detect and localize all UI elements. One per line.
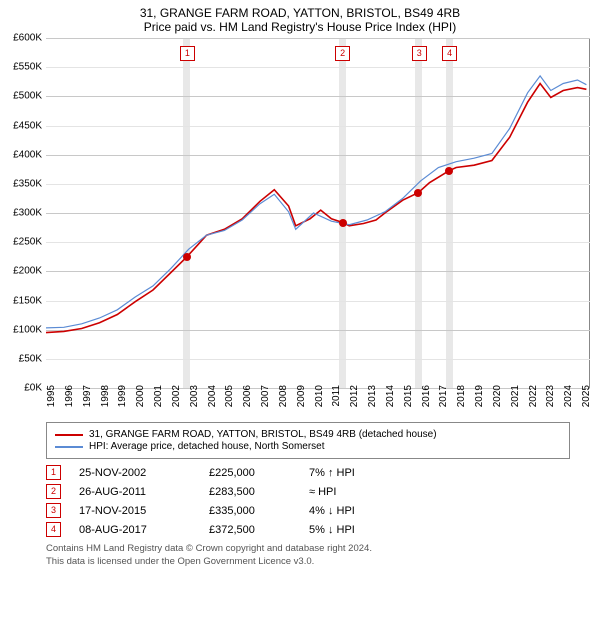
y-tick-label: £450K xyxy=(0,120,42,131)
event-delta: 5% ↓ HPI xyxy=(309,524,419,536)
y-tick-label: £500K xyxy=(0,91,42,102)
x-tick-label: 2024 xyxy=(563,385,574,407)
legend-swatch xyxy=(55,434,83,436)
event-number-box: 1 xyxy=(180,46,195,61)
x-tick-label: 2025 xyxy=(581,385,592,407)
event-row: 1 25-NOV-2002£225,0007% ↑ HPI xyxy=(46,465,570,480)
event-date: 17-NOV-2015 xyxy=(79,505,209,517)
event-number-box: 3 xyxy=(412,46,427,61)
event-date: 26-AUG-2011 xyxy=(79,486,209,498)
event-index-box: 3 xyxy=(46,503,61,518)
x-tick-label: 2006 xyxy=(242,385,253,407)
x-tick-label: 2020 xyxy=(492,385,503,407)
x-tick-label: 2010 xyxy=(314,385,325,407)
y-tick-label: £200K xyxy=(0,266,42,277)
y-tick-label: £600K xyxy=(0,33,42,44)
x-tick-label: 2014 xyxy=(385,385,396,407)
plot-area: £0K£50K£100K£150K£200K£250K£300K£350K£40… xyxy=(46,38,590,388)
sale-marker xyxy=(445,167,453,175)
sale-marker xyxy=(414,189,422,197)
x-tick-label: 2021 xyxy=(510,385,521,407)
event-date: 08-AUG-2017 xyxy=(79,524,209,536)
event-row: 2 26-AUG-2011£283,500≈ HPI xyxy=(46,484,570,499)
legend-label: HPI: Average price, detached house, Nort… xyxy=(89,441,325,452)
event-delta: 4% ↓ HPI xyxy=(309,505,419,517)
footer-attribution: Contains HM Land Registry data © Crown c… xyxy=(46,543,570,569)
y-tick-label: £150K xyxy=(0,295,42,306)
event-delta: ≈ HPI xyxy=(309,486,419,498)
y-tick-label: £550K xyxy=(0,62,42,73)
x-tick-label: 1998 xyxy=(100,385,111,407)
x-tick-label: 2008 xyxy=(278,385,289,407)
event-row: 4 08-AUG-2017£372,5005% ↓ HPI xyxy=(46,522,570,537)
x-tick-label: 2016 xyxy=(421,385,432,407)
y-tick-label: £350K xyxy=(0,178,42,189)
x-tick-label: 2012 xyxy=(349,385,360,407)
x-tick-label: 2004 xyxy=(207,385,218,407)
x-tick-label: 2007 xyxy=(260,385,271,407)
x-tick-label: 2022 xyxy=(528,385,539,407)
y-tick-label: £100K xyxy=(0,324,42,335)
x-tick-label: 2018 xyxy=(456,385,467,407)
legend-item: 31, GRANGE FARM ROAD, YATTON, BRISTOL, B… xyxy=(55,429,561,440)
sale-marker xyxy=(339,219,347,227)
chart-title-2: Price paid vs. HM Land Registry's House … xyxy=(0,20,600,34)
event-index-box: 1 xyxy=(46,465,61,480)
x-tick-label: 1997 xyxy=(82,385,93,407)
legend-swatch xyxy=(55,446,83,448)
x-tick-label: 2003 xyxy=(189,385,200,407)
y-tick-label: £400K xyxy=(0,149,42,160)
event-number-box: 4 xyxy=(442,46,457,61)
sale-marker xyxy=(183,253,191,261)
x-tick-label: 2009 xyxy=(296,385,307,407)
y-tick-label: £250K xyxy=(0,237,42,248)
x-tick-label: 2013 xyxy=(367,385,378,407)
x-tick-label: 2015 xyxy=(403,385,414,407)
legend-label: 31, GRANGE FARM ROAD, YATTON, BRISTOL, B… xyxy=(89,429,437,440)
x-tick-label: 2000 xyxy=(135,385,146,407)
event-price: £335,000 xyxy=(209,505,309,517)
y-tick-label: £50K xyxy=(0,353,42,364)
x-tick-label: 2023 xyxy=(545,385,556,407)
line-layer xyxy=(46,38,590,388)
legend: 31, GRANGE FARM ROAD, YATTON, BRISTOL, B… xyxy=(46,422,570,459)
event-price: £225,000 xyxy=(209,467,309,479)
x-tick-label: 2005 xyxy=(224,385,235,407)
event-number-box: 2 xyxy=(335,46,350,61)
event-row: 3 17-NOV-2015£335,0004% ↓ HPI xyxy=(46,503,570,518)
event-price: £283,500 xyxy=(209,486,309,498)
x-tick-label: 1999 xyxy=(117,385,128,407)
footer-line-2: This data is licensed under the Open Gov… xyxy=(46,556,570,569)
x-tick-label: 1995 xyxy=(46,385,57,407)
event-index-box: 2 xyxy=(46,484,61,499)
event-date: 25-NOV-2002 xyxy=(79,467,209,479)
x-tick-label: 1996 xyxy=(64,385,75,407)
legend-item: HPI: Average price, detached house, Nort… xyxy=(55,441,561,452)
series-property xyxy=(46,84,586,333)
x-tick-label: 2019 xyxy=(474,385,485,407)
y-tick-label: £0K xyxy=(0,383,42,394)
chart-title-1: 31, GRANGE FARM ROAD, YATTON, BRISTOL, B… xyxy=(0,6,600,20)
x-tick-label: 2011 xyxy=(331,385,342,407)
event-delta: 7% ↑ HPI xyxy=(309,467,419,479)
x-tick-label: 2017 xyxy=(438,385,449,407)
x-tick-label: 2002 xyxy=(171,385,182,407)
event-price: £372,500 xyxy=(209,524,309,536)
series-hpi xyxy=(46,76,586,328)
event-index-box: 4 xyxy=(46,522,61,537)
events-table: 1 25-NOV-2002£225,0007% ↑ HPI 2 26-AUG-2011… xyxy=(46,465,570,537)
chart-container: 31, GRANGE FARM ROAD, YATTON, BRISTOL, B… xyxy=(0,6,600,569)
footer-line-1: Contains HM Land Registry data © Crown c… xyxy=(46,543,570,556)
x-tick-label: 2001 xyxy=(153,385,164,407)
y-tick-label: £300K xyxy=(0,208,42,219)
